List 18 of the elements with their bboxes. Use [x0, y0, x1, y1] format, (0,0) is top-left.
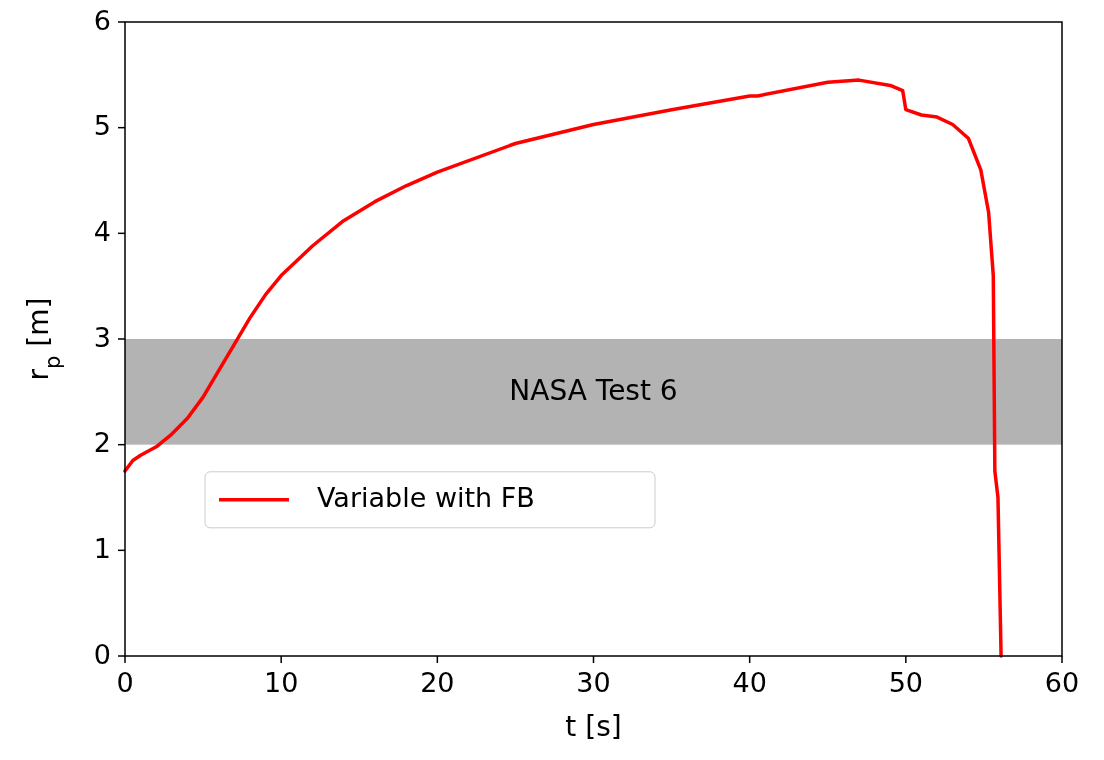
y-tick-label: 2 [93, 427, 111, 459]
y-tick-label: 5 [93, 110, 111, 142]
y-tick-label: 4 [93, 215, 111, 247]
x-tick-label: 60 [1044, 667, 1080, 698]
line-series [123, 78, 1003, 658]
y-tick-label: 3 [93, 321, 111, 353]
x-tick-label: 50 [888, 667, 924, 698]
legend-label: Variable with FB [317, 482, 535, 514]
x-axis-title: t [s] [565, 710, 622, 743]
x-tick-label: 30 [576, 667, 611, 698]
band-label: NASA Test 6 [509, 373, 678, 407]
x-tick-label: 40 [732, 667, 767, 698]
x-tick-label: 20 [420, 667, 455, 698]
x-tick-label: 10 [263, 667, 299, 698]
y-tick-label: 0 [93, 638, 111, 670]
y-tick-label: 1 [93, 532, 111, 564]
x-tick-label: 0 [116, 667, 134, 698]
y-tick-label: 6 [93, 4, 111, 36]
